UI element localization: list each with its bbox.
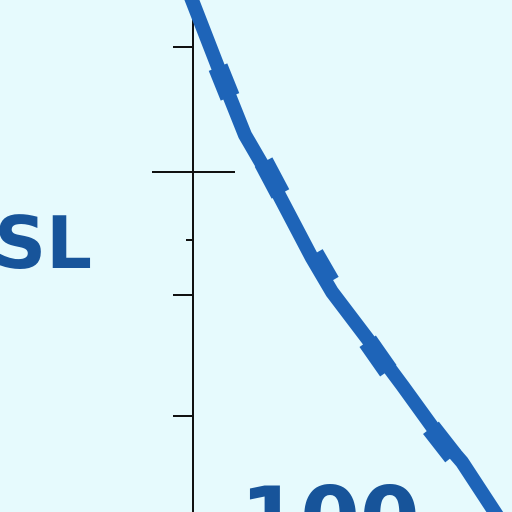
profile-step bbox=[359, 335, 397, 377]
profile-step bbox=[208, 63, 240, 101]
profile-line bbox=[184, 0, 504, 512]
axis bbox=[152, 0, 235, 512]
profile-step bbox=[254, 157, 290, 199]
value-label: 100 bbox=[240, 469, 420, 512]
axis-label: MSL bbox=[0, 201, 92, 285]
profile-step bbox=[423, 421, 461, 463]
profile-step bbox=[305, 249, 339, 287]
